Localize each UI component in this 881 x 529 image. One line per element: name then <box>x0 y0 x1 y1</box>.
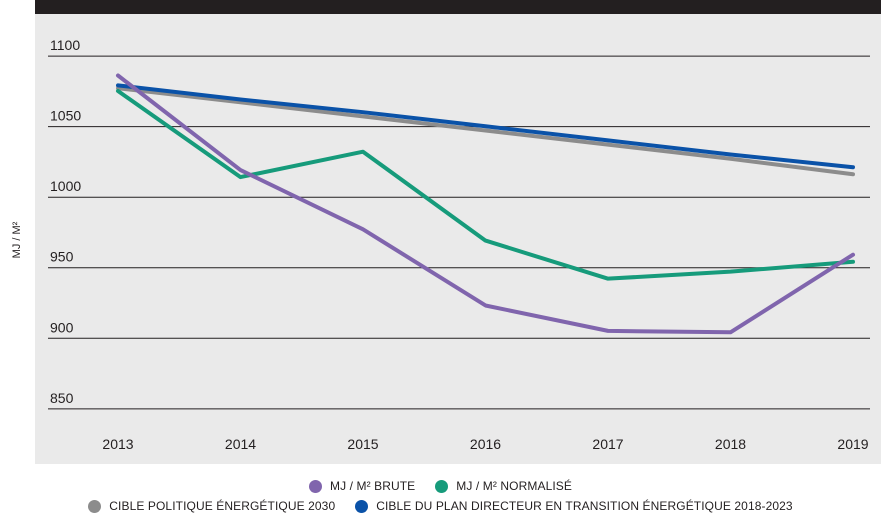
y-tick-label: 950 <box>50 249 74 265</box>
legend-item-brute: MJ / M² BRUTE <box>308 479 416 493</box>
legend-swatch-cible-politique <box>88 499 102 513</box>
x-tick-labels: 2013 2014 2015 2016 2017 2018 2019 <box>102 436 868 452</box>
series-line-0 <box>116 73 855 335</box>
legend-row-2: CIBLE POLITIQUE ÉNERGÉTIQUE 2030 CIBLE D… <box>0 496 881 516</box>
legend-label-brute: MJ / M² BRUTE <box>329 479 416 493</box>
legend-swatch-brute <box>308 479 322 493</box>
y-tick-labels: 850 900 950 1000 1050 1100 <box>50 37 81 406</box>
x-tick-label: 2019 <box>837 436 868 452</box>
x-tick-label: 2017 <box>592 436 623 452</box>
legend-swatch-cible-plan-directeur <box>355 499 369 513</box>
y-axis-title: MJ / M² <box>11 221 23 258</box>
series-lines <box>116 73 855 335</box>
x-tick-label: 2015 <box>347 436 378 452</box>
series-line-2 <box>116 86 855 177</box>
x-tick-label: 2013 <box>102 436 133 452</box>
legend: MJ / M² BRUTE MJ / M² NORMALISÉ CIBLE PO… <box>0 476 881 516</box>
x-tick-label: 2014 <box>225 436 256 452</box>
y-tick-label: 1050 <box>50 108 81 124</box>
legend-item-normalise: MJ / M² NORMALISÉ <box>435 479 572 493</box>
y-tick-label: 1100 <box>50 37 80 53</box>
plot-area <box>35 14 881 464</box>
y-tick-label: 1000 <box>50 178 81 194</box>
legend-row-1: MJ / M² BRUTE MJ / M² NORMALISÉ <box>0 476 881 496</box>
series-line-1 <box>116 89 855 281</box>
x-tick-label: 2018 <box>715 436 746 452</box>
legend-swatch-normalise <box>435 479 449 493</box>
series-line-3 <box>116 83 855 170</box>
legend-item-cible-plan-directeur: CIBLE DU PLAN DIRECTEUR EN TRANSITION ÉN… <box>355 499 793 513</box>
legend-label-cible-plan-directeur: CIBLE DU PLAN DIRECTEUR EN TRANSITION ÉN… <box>376 499 793 513</box>
legend-label-normalise: MJ / M² NORMALISÉ <box>456 479 572 493</box>
y-tick-label: 850 <box>50 390 74 406</box>
x-tick-label: 2016 <box>470 436 501 452</box>
grid-lines <box>48 55 870 410</box>
legend-label-cible-politique: CIBLE POLITIQUE ÉNERGÉTIQUE 2030 <box>109 499 336 513</box>
legend-item-cible-politique: CIBLE POLITIQUE ÉNERGÉTIQUE 2030 <box>88 499 335 513</box>
y-tick-label: 900 <box>50 319 74 335</box>
header-bar <box>35 0 881 14</box>
